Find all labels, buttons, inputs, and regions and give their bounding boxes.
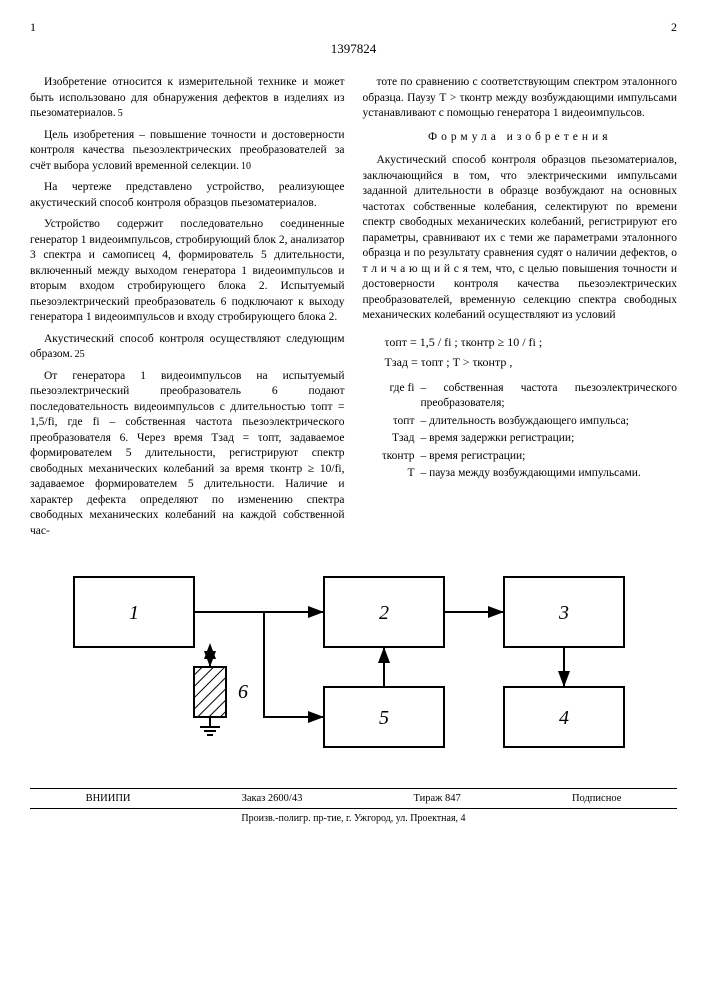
imprint-row: ВНИИПИ Заказ 2600/43 Тираж 847 Подписное [30,788,677,809]
definition-text: – собственная частота пьезоэлектрическог… [421,381,678,412]
formula-title: Формула изобретения [363,130,678,146]
line-number: 5 [118,108,123,119]
right-column: тоте по сравнению с соответствующим спек… [363,75,678,545]
column-numbers: 1 2 [30,20,677,35]
publisher: ВНИИПИ [86,793,131,804]
definition-row: τопт– длительность возбуждающего импульс… [371,414,678,430]
tirage: Тираж 847 [413,793,460,804]
definition-row: Tзад– время задержки регистрации; [371,431,678,447]
symbol: τопт [371,414,421,430]
text-columns: Изобретение относится к измерительной те… [30,75,677,545]
symbol: τконтр [371,449,421,465]
claim-para: Акустический способ контроля образцов пь… [363,153,678,324]
para: От генератора 1 видеоимпульсов на испыту… [30,369,345,540]
equation: Tзад = τопт ; T > τконтр , [385,352,678,372]
para: тоте по сравнению с соответствующим спек… [363,75,678,122]
definition-row: T– пауза между возбуждающими импульсами. [371,466,678,482]
diagram-svg: 1 2 3 5 4 6 [64,567,644,767]
svg-text:5: 5 [379,707,389,729]
definition-text: – время задержки регистрации; [421,431,678,447]
definition-text: – длительность возбуждающего импульса; [421,414,678,430]
svg-text:1: 1 [129,602,139,624]
definition-row: где fi– собственная частота пьезоэлектри… [371,381,678,412]
symbol-definitions: где fi– собственная частота пьезоэлектри… [371,381,678,482]
col-num-right: 2 [671,20,677,35]
para: На чертеже представлено устройство, реал… [30,180,345,211]
svg-text:3: 3 [558,602,569,624]
block-diagram: 1 2 3 5 4 6 [64,567,644,772]
order-number: Заказ 2600/43 [242,793,303,804]
svg-text:6: 6 [238,681,248,703]
line-number: 25 [75,349,85,360]
para: Устройство содержит последовательно соед… [30,217,345,326]
svg-text:4: 4 [559,707,569,729]
definition-row: τконтр– время регистрации; [371,449,678,465]
col-num-left: 1 [30,20,36,35]
svg-text:2: 2 [379,602,389,624]
line-number: 10 [241,161,251,172]
page: 1 2 1397824 Изобретение относится к изме… [0,0,707,844]
subscription: Подписное [572,793,621,804]
equations: τопт = 1,5 / fi ; τконтр ≥ 10 / fi ; Tза… [385,332,678,373]
para: Изобретение относится к измерительной те… [30,75,345,122]
symbol: Tзад [371,431,421,447]
symbol: где fi [371,381,421,412]
definition-text: – время регистрации; [421,449,678,465]
left-column: Изобретение относится к измерительной те… [30,75,345,545]
symbol: T [371,466,421,482]
patent-number: 1397824 [30,41,677,57]
para: Цель изобретения – повышение точности и … [30,128,345,175]
definition-text: – пауза между возбуждающими импульсами. [421,466,678,482]
equation: τопт = 1,5 / fi ; τконтр ≥ 10 / fi ; [385,332,678,352]
printer-address: Произв.-полигр. пр-тие, г. Ужгород, ул. … [30,813,677,824]
para: Акустический способ контроля осуществляю… [30,332,345,363]
